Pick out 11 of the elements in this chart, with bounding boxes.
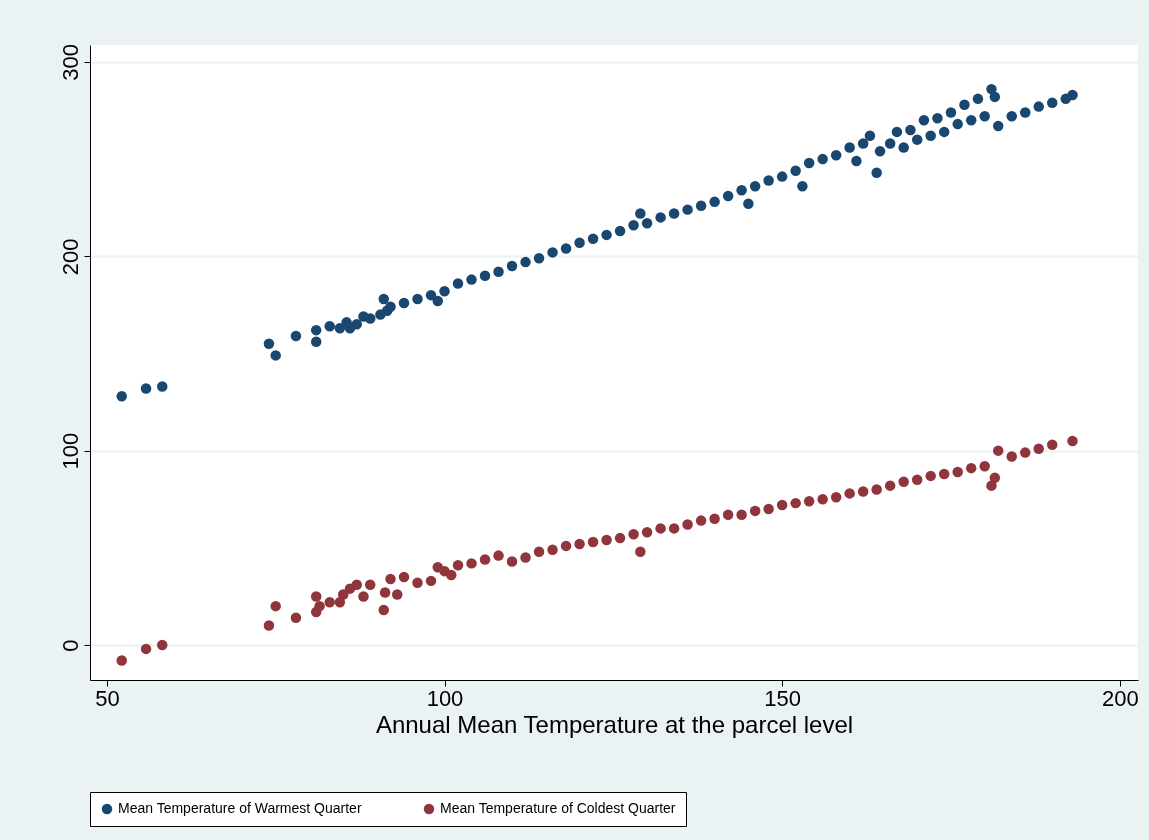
legend-label: Mean Temperature of Coldest Quarter <box>440 800 676 816</box>
x-tick-label: 50 <box>95 685 120 711</box>
y-tick-label: 0 <box>57 639 83 652</box>
legend-label: Mean Temperature of Warmest Quarter <box>118 800 362 816</box>
x-tick-label: 200 <box>1101 685 1139 711</box>
x-tick-label: 100 <box>426 685 464 711</box>
y-tick-label: 100 <box>57 432 83 470</box>
x-axis-title: Annual Mean Temperature at the parcel level <box>375 710 854 738</box>
y-tick-label: 300 <box>57 44 83 81</box>
y-tick-label: 200 <box>57 238 83 276</box>
x-tick-label: 150 <box>764 685 801 711</box>
